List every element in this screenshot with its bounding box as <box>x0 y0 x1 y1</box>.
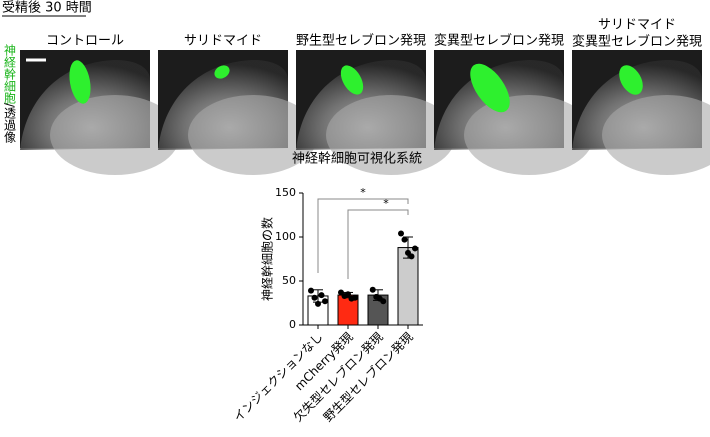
data-point <box>352 294 358 301</box>
panel-label: コントロール <box>46 34 124 49</box>
data-point <box>345 291 351 298</box>
yolk <box>326 95 456 175</box>
panels: コントロール サリドマイド 野生型セレブロン発現 変異型セレブロン発現サリドマイド変異… <box>20 18 710 175</box>
data-point <box>398 230 404 237</box>
y-tick-label: 150 <box>275 186 296 199</box>
stained-cells <box>470 63 510 113</box>
panel-label: サリドマイド <box>184 34 262 49</box>
data-point <box>315 300 321 307</box>
y-axis-label: 神経幹細胞の数 <box>260 217 275 301</box>
data-point <box>408 253 415 260</box>
yolk <box>188 95 318 175</box>
stained-cells <box>340 65 364 95</box>
y-tick-label: 50 <box>282 274 296 287</box>
y-tick-label: 100 <box>275 230 296 243</box>
chart: 050100150神経幹細胞の数インジェクションなしmCherry発現欠失型セレ… <box>231 186 423 424</box>
bar <box>397 247 419 326</box>
side-label-green: 神経幹細胞 <box>3 44 17 105</box>
side-label-black: /透過像 <box>3 103 17 143</box>
yolk <box>464 95 594 175</box>
significance-label: * <box>360 186 366 199</box>
panel-label: 変異型セレブロン発現 <box>434 33 564 49</box>
panel-label: 変異型セレブロン発現 <box>572 34 702 50</box>
yolk <box>50 95 180 175</box>
data-point <box>412 245 418 252</box>
stained-cells <box>69 60 91 104</box>
header-title: 受精後 30 時間 <box>2 1 92 16</box>
significance-bracket <box>347 209 409 279</box>
data-point <box>311 294 318 301</box>
data-point <box>369 286 376 293</box>
y-tick-label: 0 <box>289 318 296 331</box>
caption: 神経幹細胞可視化系統 <box>292 151 422 167</box>
significance-label: * <box>383 197 389 210</box>
significance-bracket <box>317 198 409 273</box>
yolk <box>602 95 710 175</box>
stained-cells <box>214 65 230 79</box>
data-point <box>308 287 314 294</box>
data-point <box>380 298 387 305</box>
data-point <box>322 298 328 305</box>
data-point <box>318 292 325 299</box>
data-point <box>401 236 408 243</box>
panel-label: 野生型セレブロン発現 <box>296 33 426 49</box>
stained-cells <box>619 65 643 95</box>
panel-label: サリドマイド <box>598 18 676 33</box>
